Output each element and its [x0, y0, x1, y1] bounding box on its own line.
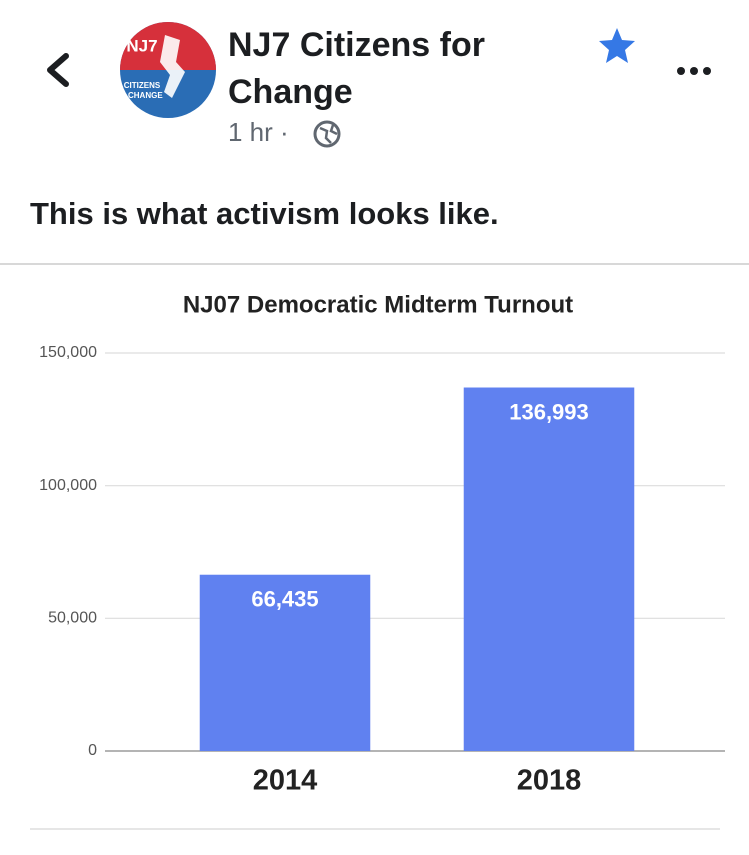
post-time: 1 hr [228, 117, 273, 147]
globe [313, 120, 341, 148]
logo-text: CITIZENS [124, 81, 161, 90]
header-icons: NJ7 CITIZENS 4 CHANGE [47, 22, 711, 148]
y-tick-label: 100,000 [39, 477, 97, 494]
dot [690, 67, 698, 75]
logo-text: 4 CHANGE [121, 91, 163, 100]
favorite-star[interactable] [599, 28, 635, 63]
globe-lines [319, 124, 338, 144]
value-label: 66,435 [251, 587, 318, 612]
more-button[interactable] [677, 67, 711, 75]
bar [463, 387, 635, 751]
bar [199, 574, 371, 751]
x-tick-label: 2018 [517, 765, 582, 797]
value-label: 136,993 [509, 399, 589, 424]
logo-map [160, 35, 185, 98]
back-button[interactable] [47, 53, 69, 87]
post-text: This is what activism looks like. [30, 196, 499, 231]
y-tick-label: 0 [88, 742, 97, 759]
separator: · [280, 117, 289, 147]
globe-icon [313, 120, 341, 148]
y-tick-label: 50,000 [48, 610, 97, 627]
dot [677, 67, 685, 75]
page-title[interactable]: NJ7 Citizens for Change [228, 26, 485, 111]
dot [703, 67, 711, 75]
x-tick-label: 2014 [253, 765, 318, 797]
y-tick-label: 150,000 [39, 344, 97, 361]
chart-title: NJ07 Democratic Midterm Turnout [183, 291, 573, 318]
post-meta: 1 hr · [228, 117, 289, 148]
logo-text: NJ7 [126, 36, 157, 55]
logo: NJ7 CITIZENS 4 CHANGE [120, 22, 216, 118]
chart: NJ07 Democratic Midterm Turnout 0 50,000 1… [0, 263, 749, 830]
